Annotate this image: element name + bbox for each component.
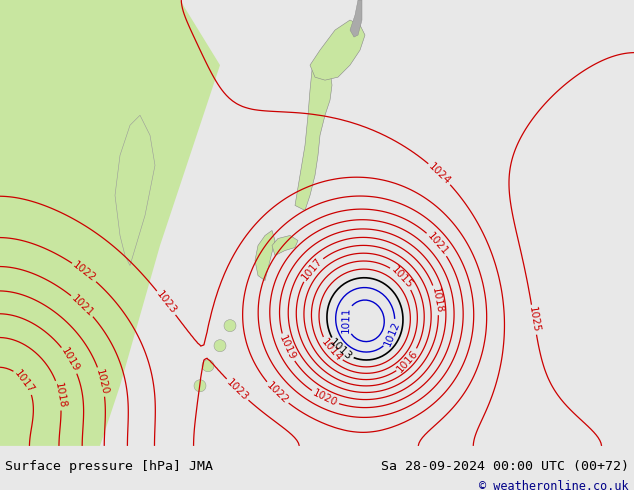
Text: 1021: 1021 — [70, 293, 96, 318]
Text: 1022: 1022 — [71, 260, 98, 284]
Text: 1022: 1022 — [264, 380, 290, 406]
Circle shape — [224, 319, 236, 332]
Polygon shape — [350, 0, 362, 37]
Text: 1012: 1012 — [382, 319, 402, 348]
Text: 1025: 1025 — [527, 306, 541, 334]
Text: 1024: 1024 — [427, 161, 453, 187]
Circle shape — [214, 340, 226, 352]
Text: 1013: 1013 — [328, 337, 354, 362]
Text: 1016: 1016 — [395, 347, 420, 374]
Text: 1017: 1017 — [13, 368, 37, 395]
Text: 1014: 1014 — [319, 337, 344, 363]
Text: 1019: 1019 — [59, 346, 81, 374]
Text: 1018: 1018 — [430, 286, 444, 314]
Polygon shape — [255, 230, 275, 281]
Circle shape — [202, 360, 214, 372]
Text: 1020: 1020 — [94, 368, 110, 396]
Text: 1017: 1017 — [300, 256, 325, 283]
Text: © weatheronline.co.uk: © weatheronline.co.uk — [479, 480, 629, 490]
Text: 1020: 1020 — [311, 388, 339, 408]
Text: 1023: 1023 — [154, 290, 178, 317]
Circle shape — [194, 380, 206, 392]
Polygon shape — [310, 20, 365, 80]
Text: Surface pressure [hPa] JMA: Surface pressure [hPa] JMA — [5, 460, 213, 473]
Text: 1015: 1015 — [389, 265, 415, 291]
Text: 1011: 1011 — [341, 306, 352, 333]
Polygon shape — [115, 115, 155, 266]
Polygon shape — [295, 55, 332, 210]
Polygon shape — [272, 236, 298, 255]
Text: 1018: 1018 — [53, 382, 67, 409]
Text: 1023: 1023 — [224, 377, 250, 403]
Polygon shape — [0, 0, 220, 446]
Text: 1021: 1021 — [425, 231, 450, 257]
Text: 1019: 1019 — [277, 334, 297, 362]
Text: Sa 28-09-2024 00:00 UTC (00+72): Sa 28-09-2024 00:00 UTC (00+72) — [381, 460, 629, 473]
